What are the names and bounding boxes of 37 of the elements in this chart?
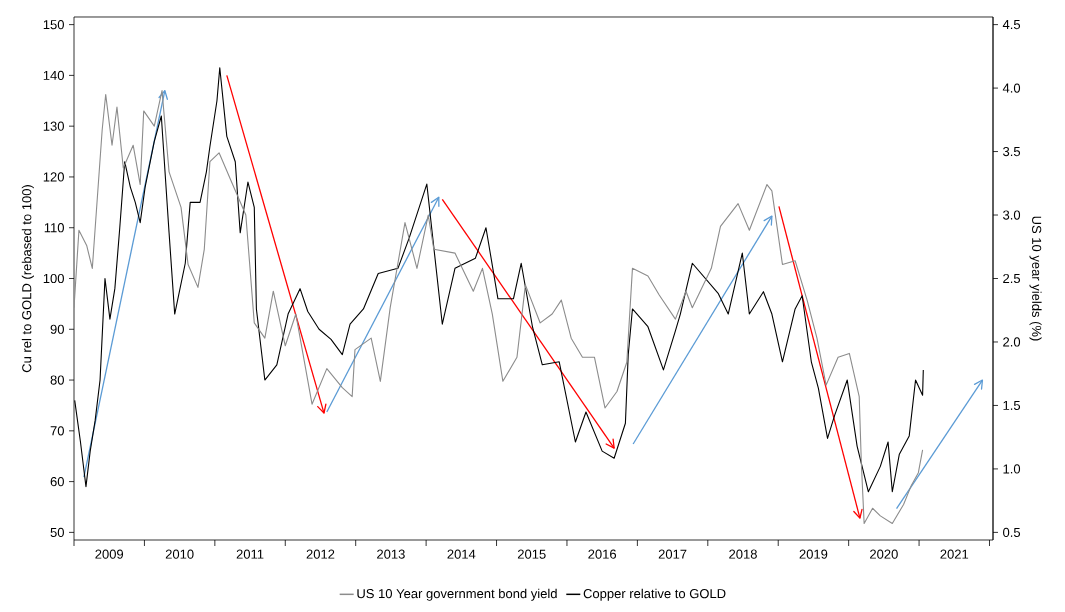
x-tick-label: 2012 <box>306 549 335 559</box>
y2-tick-label: 3.0 <box>1003 210 1021 220</box>
y-tick-label: 100 <box>43 273 64 284</box>
y2-tick-label: 4.0 <box>1002 83 1021 93</box>
legend-label: Copper relative to GOLD <box>583 588 726 601</box>
y-tick-label: 60 <box>50 477 64 487</box>
x-tick-label: 2018 <box>729 549 757 559</box>
y-tick-label: 90 <box>50 324 64 334</box>
y-tick-label: 70 <box>50 426 64 436</box>
x-tick-label: 2017 <box>658 549 687 559</box>
x-tick-label: 2019 <box>799 549 828 559</box>
y2-tick-label: 3.5 <box>1003 146 1021 157</box>
x-tick-label: 2021 <box>940 549 969 559</box>
x-tick-label: 2013 <box>377 549 405 559</box>
x-tick-label: 2009 <box>95 549 124 559</box>
y2-tick-label: 0.5 <box>1003 527 1021 537</box>
x-tick-label: 2014 <box>447 549 476 559</box>
y-tick-label: 140 <box>43 70 64 80</box>
y2-axis-title: US 10 year yields (%) <box>1029 216 1042 341</box>
y-tick-label: 150 <box>43 20 64 30</box>
x-tick-label: 2011 <box>236 549 264 559</box>
x-tick-label: 2010 <box>165 549 194 559</box>
y-tick-label: 130 <box>43 121 64 131</box>
y-tick-label: 50 <box>50 527 64 537</box>
y-tick-label: 120 <box>43 172 64 182</box>
legend-label: US 10 Year government bond yield <box>357 588 557 601</box>
y-tick-label: 80 <box>50 375 64 385</box>
x-tick-label: 2016 <box>588 549 617 559</box>
y2-tick-label: 1.5 <box>1003 400 1021 410</box>
y2-tick-label: 1.0 <box>1003 464 1021 474</box>
y-axis-title: Cu rel to GOLD (rebased to 100) <box>21 185 34 373</box>
y2-tick-label: 4.5 <box>1002 20 1021 30</box>
y-tick-label: 110 <box>44 223 64 233</box>
y2-tick-label: 2.0 <box>1003 337 1021 347</box>
x-tick-label: 2015 <box>517 549 546 559</box>
x-tick-label: 2020 <box>870 549 898 559</box>
y2-tick-label: 2.5 <box>1003 273 1021 284</box>
